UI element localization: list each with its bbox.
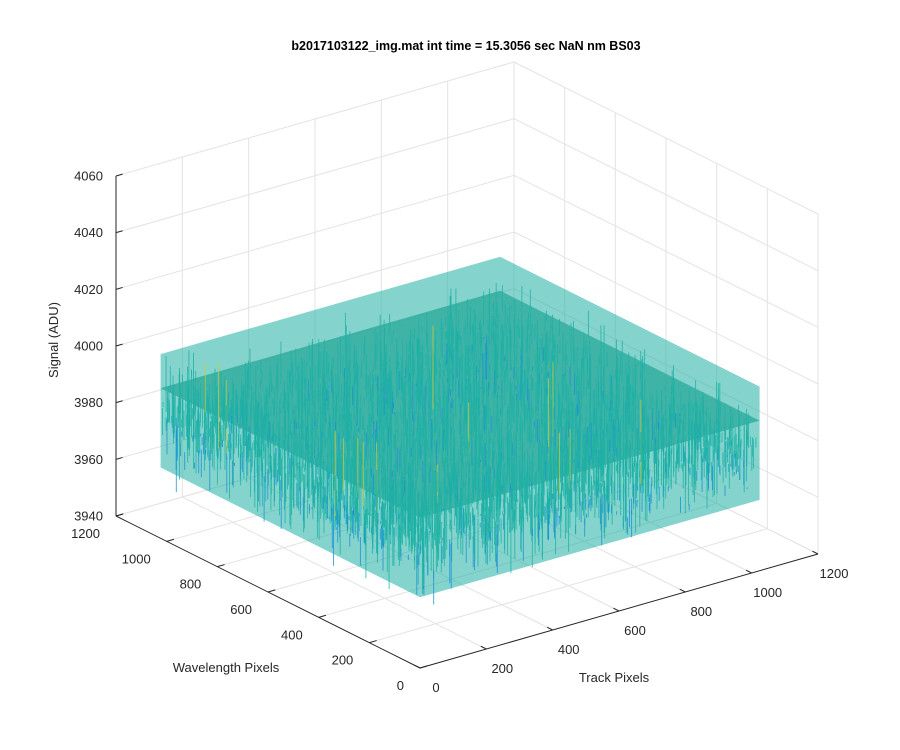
- surface-plot: [160, 256, 760, 605]
- floor-grid-line: [369, 528, 768, 644]
- z-axis-label: Signal (ADU): [46, 302, 61, 378]
- y-tick-mark: [166, 538, 175, 542]
- y-tick-mark: [267, 589, 276, 593]
- z-tick-label: 4060: [74, 169, 103, 184]
- back-wall-grid-line: [115, 231, 515, 347]
- z-tick-label: 3940: [74, 509, 103, 524]
- y-tick-mark: [217, 564, 225, 568]
- tick-labels: 0 200 400 600 800 1000 1200 0 200 400 600 800 1000 12…: [71, 169, 848, 696]
- y-tick-mark: [369, 640, 377, 644]
- z-tick-label: 3980: [74, 395, 103, 410]
- z-tick-mark: [115, 286, 123, 290]
- z-tick-label: 4000: [74, 339, 103, 354]
- y-axis-label: Wavelength Pixels: [173, 660, 280, 675]
- side-wall-grid-line: [513, 118, 819, 272]
- x-axis-label: Track Pixels: [579, 670, 650, 685]
- z-tick-label: 3960: [74, 452, 103, 467]
- chart-title: b2017103122_img.mat int time = 15.3056 s…: [291, 39, 640, 53]
- z-tick-mark: [115, 513, 123, 517]
- surface-top: [160, 290, 760, 518]
- x-tick-label: 600: [624, 623, 646, 638]
- y-tick-label: 800: [180, 577, 202, 592]
- x-tick-label: 1200: [820, 566, 849, 581]
- z-tick-label: 4020: [74, 282, 103, 297]
- x-tick-mark: [480, 645, 487, 650]
- z-tick-mark: [115, 230, 123, 234]
- x-tick-label: 400: [558, 642, 580, 657]
- x-tick-label: 200: [491, 661, 513, 676]
- x-tick-mark: [546, 626, 553, 631]
- side-wall-grid-line: [513, 61, 819, 215]
- x-tick-label: 1000: [753, 585, 782, 600]
- side-wall-grid-line: [513, 231, 819, 385]
- x-tick-label: 800: [690, 604, 712, 619]
- back-wall-grid-line: [115, 118, 515, 234]
- back-wall-grid-line: [115, 174, 515, 290]
- y-tick-label: 0: [397, 678, 404, 693]
- x-tick-mark: [414, 664, 421, 669]
- z-tick-mark: [115, 456, 123, 460]
- z-tick-mark: [115, 400, 123, 404]
- y-tick-label: 1000: [122, 551, 151, 566]
- x-tick-mark: [812, 550, 819, 555]
- z-tick-mark: [115, 343, 123, 347]
- back-wall-grid-line: [115, 61, 515, 177]
- x-tick-mark: [613, 607, 620, 612]
- y-tick-label: 400: [281, 627, 303, 642]
- x-tick-label: 0: [432, 680, 439, 695]
- y-tick-label: 200: [332, 653, 354, 668]
- y-tick-mark: [419, 665, 428, 669]
- z-tick-label: 4040: [74, 225, 103, 240]
- y-tick-label: 600: [230, 602, 252, 617]
- side-wall-grid-line: [513, 174, 819, 328]
- z-tick-mark: [115, 173, 123, 177]
- x-tick-mark: [679, 588, 686, 593]
- x-tick-mark: [745, 569, 752, 574]
- y-tick-mark: [318, 614, 327, 618]
- y-tick-label: 1200: [71, 526, 100, 541]
